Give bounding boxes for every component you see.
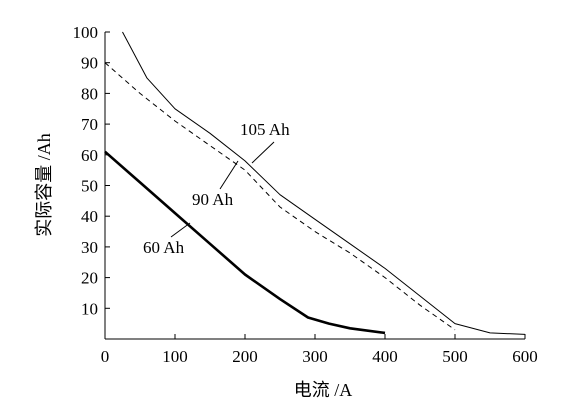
y-tick-label: 60 bbox=[81, 146, 98, 165]
series-label-leader bbox=[170, 222, 191, 238]
y-tick-label: 10 bbox=[81, 299, 98, 318]
chart-axes: 0 100 200 300 400 500 600 10 20 30 40 50 60 70 80 90 100 bbox=[73, 23, 538, 366]
chart-series bbox=[104, 31, 526, 335]
series-label-leader bbox=[219, 160, 239, 190]
x-tick-label: 0 bbox=[101, 347, 110, 366]
series-line-90-ah bbox=[104, 62, 456, 331]
x-tick-label: 400 bbox=[372, 347, 398, 366]
x-tick-label: 600 bbox=[512, 347, 538, 366]
y-tick-label: 90 bbox=[81, 54, 98, 73]
y-tick-label: 80 bbox=[81, 84, 98, 103]
y-tick-label: 30 bbox=[81, 238, 98, 257]
series-label-leader bbox=[251, 141, 275, 164]
x-tick-label: 200 bbox=[232, 347, 258, 366]
x-tick-label: 300 bbox=[302, 347, 328, 366]
y-tick-label: 40 bbox=[81, 207, 98, 226]
y-axis-title: 实际容量 /Ah bbox=[34, 133, 54, 237]
chart-annotations: 105 Ah 90 Ah 60 Ah bbox=[143, 120, 290, 257]
series-label: 90 Ah bbox=[192, 190, 234, 209]
x-tick-label: 500 bbox=[442, 347, 468, 366]
x-tick-label: 100 bbox=[162, 347, 188, 366]
series-line-105-ah bbox=[122, 31, 526, 335]
y-tick-label: 50 bbox=[81, 177, 98, 196]
y-tick-label: 100 bbox=[73, 23, 99, 42]
series-label: 60 Ah bbox=[143, 238, 185, 257]
series-line-60-ah bbox=[104, 150, 386, 335]
y-tick-label: 70 bbox=[81, 115, 98, 134]
series-label: 105 Ah bbox=[240, 120, 290, 139]
y-tick-label: 20 bbox=[81, 269, 98, 288]
x-axis-title: 电流 /A bbox=[294, 380, 353, 400]
